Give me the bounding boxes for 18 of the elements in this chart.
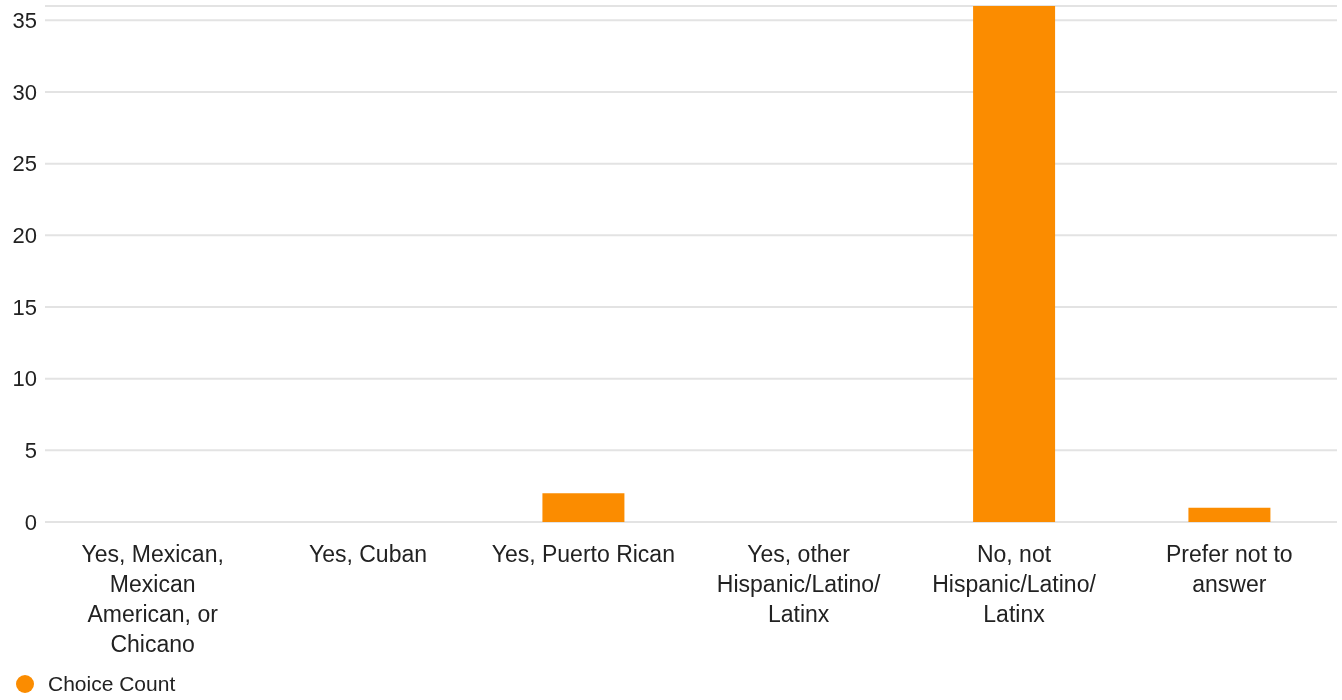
y-tick-label: 30 (12, 79, 37, 105)
x-tick-label: No, not Hispanic/Latino/ Latinx (932, 541, 1097, 627)
bar (1188, 507, 1271, 522)
x-tick-label: Yes, Puerto Rican (491, 541, 675, 567)
legend-label: Choice Count (47, 672, 176, 696)
y-tick-label: 0 (24, 509, 37, 535)
x-tick-label: Prefer not to answer (1166, 541, 1293, 597)
y-tick-label: 15 (12, 294, 37, 320)
bar (542, 493, 625, 522)
x-tick-label: Yes, Mexican, Mexican American, or Chicano (81, 541, 224, 657)
y-tick-label: 10 (12, 366, 37, 392)
y-tick-label: 20 (12, 223, 37, 249)
y-tick-label: 5 (24, 438, 37, 464)
x-tick-label: Yes, Cuban (308, 541, 428, 567)
y-tick-label: 25 (12, 151, 37, 177)
y-tick-label: 35 (12, 8, 37, 34)
x-tick-label: Yes, other Hispanic/Latino/ Latinx (716, 541, 882, 627)
bar (973, 6, 1056, 522)
